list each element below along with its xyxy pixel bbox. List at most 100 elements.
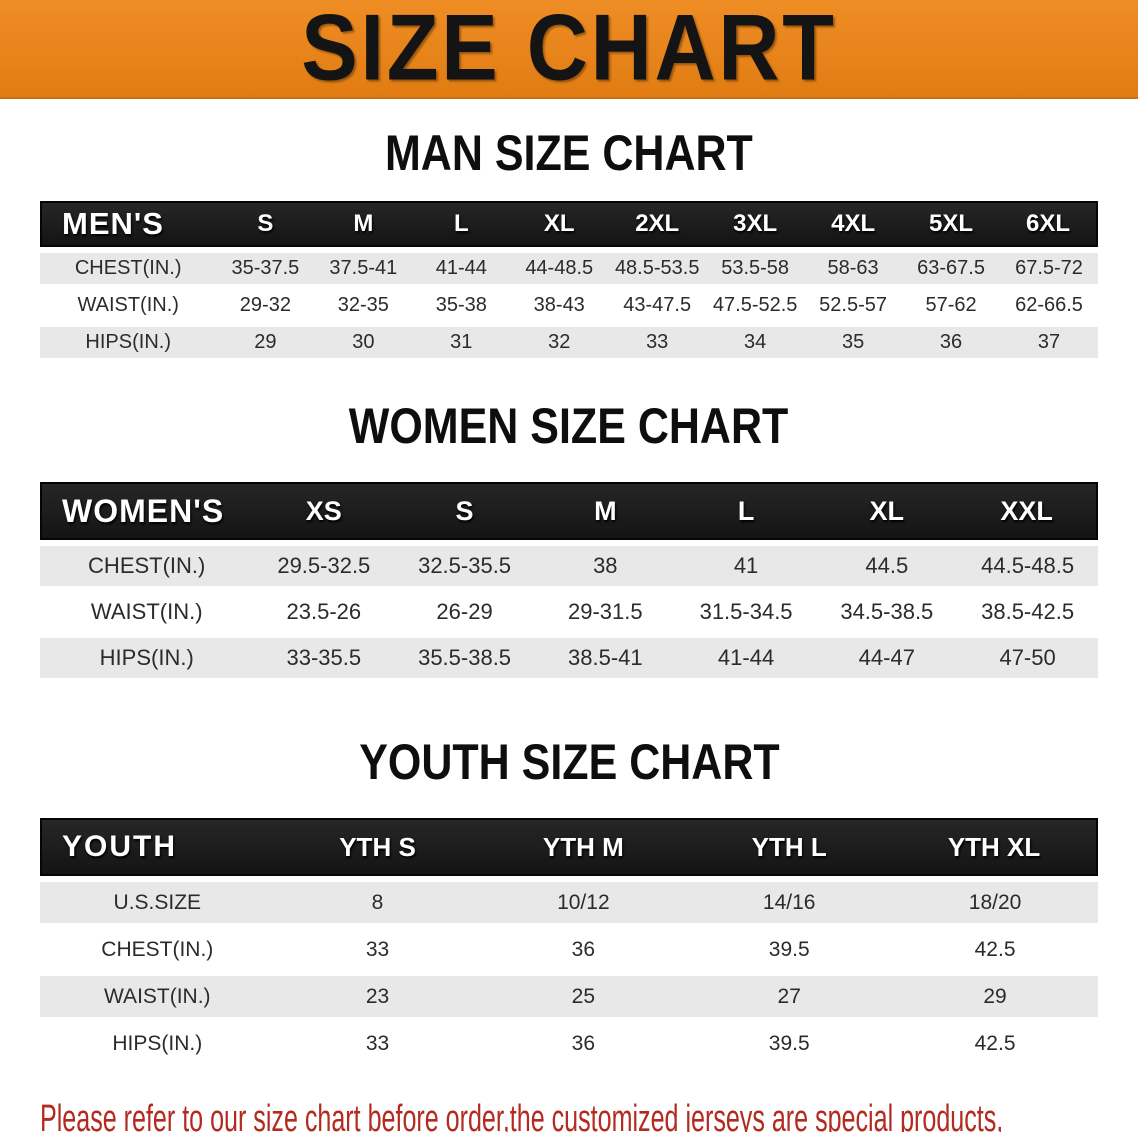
- size-value-cell: 44-48.5: [510, 253, 609, 284]
- size-value-cell: 18/20: [892, 882, 1098, 923]
- row-label: HIPS(IN.): [40, 327, 217, 358]
- size-column-header: M: [534, 482, 676, 540]
- size-value-cell: 52.5-57: [804, 290, 903, 321]
- size-value-cell: 57-62: [902, 290, 1001, 321]
- youth-size-chart-title: YOUTH SIZE CHART: [0, 734, 1138, 790]
- size-value-cell: 25: [480, 976, 687, 1017]
- size-value-cell: 35-38: [412, 290, 511, 321]
- size-value-cell: 41: [675, 546, 817, 586]
- size-column-header: YTH S: [274, 818, 481, 876]
- size-value-cell: 33-35.5: [253, 638, 395, 678]
- size-value-cell: 31.5-34.5: [675, 592, 817, 632]
- women-size-table: WOMEN'S XS S M L XL XXL CHEST(IN.) 29.5-32.5 32.…: [40, 476, 1098, 684]
- men-table-body: CHEST(IN.) 35-37.5 37.5-41 41-44 44-48.5 48.5…: [40, 253, 1098, 358]
- size-value-cell: 32: [510, 327, 609, 358]
- size-value-cell: 29-31.5: [534, 592, 676, 632]
- size-column-header: XXL: [957, 482, 1098, 540]
- size-value-cell: 14/16: [686, 882, 893, 923]
- size-value-cell: 53.5-58: [706, 253, 805, 284]
- size-value-cell: 31: [412, 327, 511, 358]
- measurement-row: HIPS(IN.) 29 30 31 32 33 34 35 36 37: [40, 327, 1098, 358]
- size-column-header: XL: [510, 201, 609, 247]
- size-value-cell: 32-35: [314, 290, 413, 321]
- size-column-header: YTH M: [480, 818, 687, 876]
- size-value-cell: 33: [274, 929, 481, 970]
- size-column-header: 5XL: [902, 201, 1001, 247]
- measurement-row: CHEST(IN.) 35-37.5 37.5-41 41-44 44-48.5 48.5…: [40, 253, 1098, 284]
- measurement-row: WAIST(IN.) 23.5-26 26-29 29-31.5 31.5-34.5 34…: [40, 592, 1098, 632]
- size-column-header: YTH L: [686, 818, 893, 876]
- row-label: CHEST(IN.): [40, 253, 217, 284]
- size-value-cell: 42.5: [892, 929, 1098, 970]
- row-label: U.S.SIZE: [40, 882, 275, 923]
- size-value-cell: 36: [480, 929, 687, 970]
- men-table-header-row: MEN'S S M L XL 2XL 3XL 4XL 5XL 6XL: [40, 201, 1098, 247]
- size-column-header: 6XL: [1000, 201, 1098, 247]
- size-value-cell: 44.5: [816, 546, 958, 586]
- policy-line-1: Please refer to our size chart before or…: [40, 1098, 1004, 1132]
- size-value-cell: 41-44: [675, 638, 817, 678]
- size-value-cell: 26-29: [394, 592, 535, 632]
- youth-size-chart-title-text: YOUTH SIZE CHART: [358, 734, 780, 790]
- size-value-cell: 47.5-52.5: [706, 290, 805, 321]
- youth-size-table: YOUTH YTH S YTH M YTH L YTH XL U.S.SIZE 8 10/1…: [40, 812, 1098, 1070]
- size-column-header: L: [412, 201, 511, 247]
- size-column-header: XS: [253, 482, 395, 540]
- measurement-row: HIPS(IN.) 33 36 39.5 42.5: [40, 1023, 1098, 1064]
- size-value-cell: 23.5-26: [253, 592, 395, 632]
- size-value-cell: 32.5-35.5: [394, 546, 535, 586]
- size-chart-title: SIZE CHART: [301, 0, 837, 101]
- size-value-cell: 38: [534, 546, 676, 586]
- measurement-row: U.S.SIZE 8 10/12 14/16 18/20: [40, 882, 1098, 923]
- size-column-header: 4XL: [804, 201, 903, 247]
- youth-table-header-row: YOUTH YTH S YTH M YTH L YTH XL: [40, 818, 1098, 876]
- size-value-cell: 35-37.5: [216, 253, 315, 284]
- row-label: CHEST(IN.): [40, 929, 275, 970]
- size-value-cell: 38.5-42.5: [957, 592, 1098, 632]
- size-column-header: 3XL: [706, 201, 805, 247]
- size-value-cell: 42.5: [892, 1023, 1098, 1064]
- youth-table-body: U.S.SIZE 8 10/12 14/16 18/20 CHEST(IN.) 33 36 39…: [40, 882, 1098, 1064]
- size-value-cell: 67.5-72: [1000, 253, 1098, 284]
- size-value-cell: 58-63: [804, 253, 903, 284]
- row-label: CHEST(IN.): [40, 546, 254, 586]
- size-value-cell: 36: [480, 1023, 687, 1064]
- size-value-cell: 30: [314, 327, 413, 358]
- measurement-row: WAIST(IN.) 23 25 27 29: [40, 976, 1098, 1017]
- women-table-header-row: WOMEN'S XS S M L XL XXL: [40, 482, 1098, 540]
- size-value-cell: 48.5-53.5: [608, 253, 707, 284]
- size-value-cell: 43-47.5: [608, 290, 707, 321]
- size-value-cell: 35.5-38.5: [394, 638, 535, 678]
- size-value-cell: 62-66.5: [1000, 290, 1098, 321]
- size-value-cell: 33: [274, 1023, 481, 1064]
- size-chart-banner: SIZE CHART: [0, 0, 1138, 99]
- measurement-row: WAIST(IN.) 29-32 32-35 35-38 38-43 43-47.5 47.…: [40, 290, 1098, 321]
- size-value-cell: 8: [274, 882, 481, 923]
- order-policy-note: Please refer to our size chart before or…: [40, 1094, 1138, 1132]
- size-value-cell: 29: [216, 327, 315, 358]
- measurement-row: HIPS(IN.) 33-35.5 35.5-38.5 38.5-41 41-44 44-…: [40, 638, 1098, 678]
- size-value-cell: 29.5-32.5: [253, 546, 395, 586]
- size-value-cell: 37.5-41: [314, 253, 413, 284]
- size-column-header: XL: [816, 482, 958, 540]
- size-value-cell: 34.5-38.5: [816, 592, 958, 632]
- size-value-cell: 29: [892, 976, 1098, 1017]
- size-value-cell: 37: [1000, 327, 1098, 358]
- size-column-header: S: [394, 482, 535, 540]
- table-corner-label: WOMEN'S: [40, 482, 254, 540]
- row-label: HIPS(IN.): [40, 638, 254, 678]
- women-size-chart-title-text: WOMEN SIZE CHART: [349, 398, 789, 454]
- size-value-cell: 23: [274, 976, 481, 1017]
- size-value-cell: 38-43: [510, 290, 609, 321]
- size-value-cell: 39.5: [686, 929, 893, 970]
- size-value-cell: 27: [686, 976, 893, 1017]
- table-corner-label: MEN'S: [40, 201, 217, 247]
- size-value-cell: 10/12: [480, 882, 687, 923]
- size-column-header: YTH XL: [892, 818, 1098, 876]
- women-table-body: CHEST(IN.) 29.5-32.5 32.5-35.5 38 41 44.5 44.5…: [40, 546, 1098, 678]
- size-value-cell: 63-67.5: [902, 253, 1001, 284]
- size-value-cell: 35: [804, 327, 903, 358]
- women-size-chart-title: WOMEN SIZE CHART: [0, 398, 1138, 454]
- size-value-cell: 41-44: [412, 253, 511, 284]
